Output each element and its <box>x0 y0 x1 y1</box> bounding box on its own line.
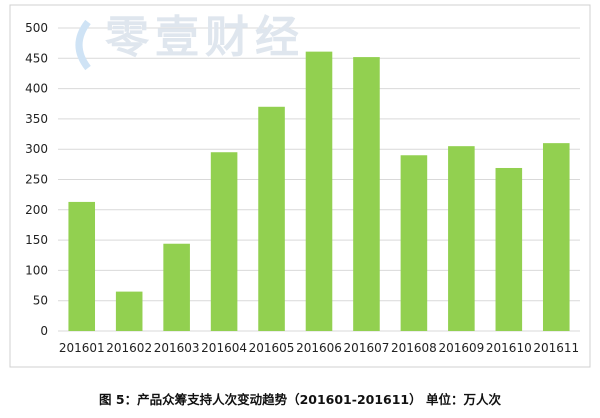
bar-201610 <box>495 167 523 331</box>
bar-201606 <box>305 51 333 331</box>
figure-caption: 图 5：产品众筹支持人次变动趋势（201601-201611） 单位：万人次 <box>99 392 501 407</box>
x-axis-ticks: 201601 201602 201603 201604 201605 201606 2016… <box>59 341 579 355</box>
x-tick-label: 201601 <box>59 341 105 355</box>
x-tick-label: 201610 <box>486 341 532 355</box>
x-tick-label: 201603 <box>154 341 200 355</box>
x-tick-label: 201606 <box>296 341 342 355</box>
y-tick-label: 300 <box>25 142 48 156</box>
bars <box>68 51 570 331</box>
x-tick-label: 201604 <box>201 341 247 355</box>
y-tick-label: 500 <box>25 21 48 35</box>
x-tick-label: 201605 <box>249 341 295 355</box>
x-tick-label: 201602 <box>106 341 152 355</box>
y-axis-ticks: 0 50 100 150 200 250 300 350 400 450 500 <box>25 21 48 338</box>
x-tick-label: 201611 <box>533 341 579 355</box>
bar-201608 <box>400 155 428 331</box>
bar-201605 <box>258 106 285 331</box>
y-tick-label: 400 <box>25 82 48 96</box>
bar-201607 <box>353 57 380 331</box>
watermark-text: 零壹财经 <box>105 12 305 63</box>
x-tick-label: 201609 <box>438 341 484 355</box>
bar-201601 <box>68 201 96 331</box>
y-tick-label: 100 <box>25 263 48 277</box>
x-tick-label: 201607 <box>344 341 390 355</box>
y-tick-label: 250 <box>25 173 48 187</box>
y-tick-label: 350 <box>25 112 48 126</box>
bar-201602 <box>115 291 143 331</box>
y-tick-label: 50 <box>33 294 48 308</box>
bar-201609 <box>448 146 475 331</box>
x-tick-label: 201608 <box>391 341 437 355</box>
y-tick-label: 450 <box>25 51 48 65</box>
bar-201611 <box>542 143 570 331</box>
y-tick-label: 200 <box>25 203 48 217</box>
watermark-logo-icon <box>75 19 91 71</box>
bar-201603 <box>163 243 190 331</box>
y-tick-label: 150 <box>25 233 48 247</box>
y-tick-label: 0 <box>40 324 48 338</box>
chart-border <box>9 4 591 368</box>
bar-201604 <box>210 152 238 331</box>
